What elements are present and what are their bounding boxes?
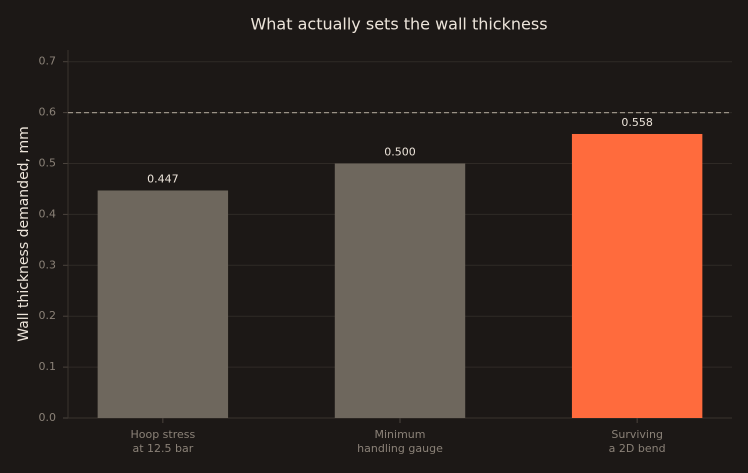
y-tick-label: 0.7 [39, 55, 57, 68]
y-tick-label: 0.5 [39, 157, 57, 170]
y-tick-label: 0.2 [39, 309, 57, 322]
y-tick-label: 0.4 [39, 207, 57, 220]
bar [334, 163, 466, 418]
x-tick-label: Hoop stress at 12.5 bar [130, 428, 195, 455]
bar [571, 133, 703, 418]
value-label: 0.447 [147, 172, 179, 185]
y-tick-label: 0.6 [39, 106, 57, 119]
y-tick-label: 0.0 [39, 411, 57, 424]
x-tick-label: Minimum handling gauge [357, 428, 443, 455]
value-label: 0.500 [384, 146, 416, 159]
bar [97, 190, 229, 418]
chart-title: What actually sets the wall thickness [250, 15, 547, 34]
value-label: 0.558 [621, 116, 653, 129]
y-tick-label: 0.1 [39, 360, 57, 373]
y-axis-label: Wall thickness demanded, mm [16, 126, 32, 342]
y-tick-label: 0.3 [39, 258, 57, 271]
x-tick-label: Surviving a 2D bend [609, 428, 666, 455]
